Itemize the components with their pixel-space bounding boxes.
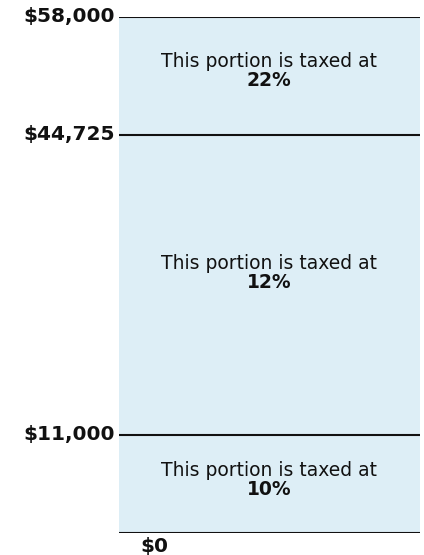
Text: This portion is taxed at: This portion is taxed at — [161, 461, 377, 480]
Text: 12%: 12% — [247, 273, 292, 292]
Bar — [119, 135, 420, 435]
Text: $44,725: $44,725 — [23, 125, 114, 144]
Text: $58,000: $58,000 — [23, 7, 114, 26]
Text: This portion is taxed at: This portion is taxed at — [161, 52, 377, 71]
Bar — [119, 435, 420, 533]
Text: $11,000: $11,000 — [23, 426, 114, 445]
Text: 22%: 22% — [247, 71, 292, 90]
Text: $0: $0 — [140, 537, 168, 555]
Bar — [119, 17, 420, 135]
Text: 10%: 10% — [247, 480, 292, 499]
Text: This portion is taxed at: This portion is taxed at — [161, 254, 377, 273]
